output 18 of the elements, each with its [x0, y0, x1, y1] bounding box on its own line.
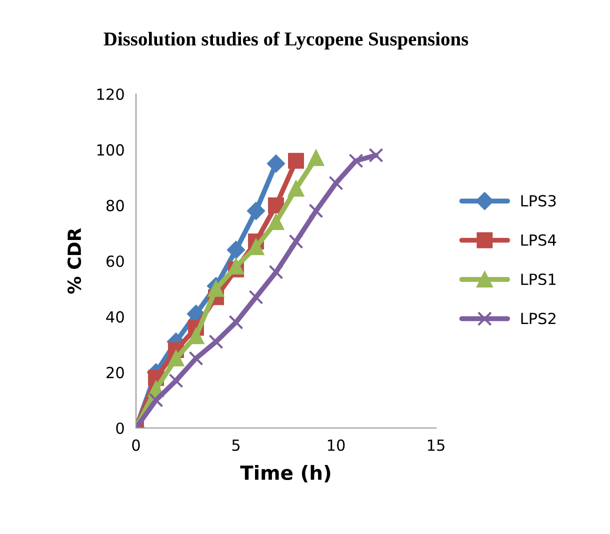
y-tick-label: 120 [97, 88, 124, 100]
chart-title: Dissolution studies of Lycopene Suspensions [104, 32, 468, 50]
legend-label: LPS4 [521, 234, 556, 246]
legend-label: LPS3 [521, 195, 556, 207]
legend-label: LPS1 [521, 273, 556, 286]
y-tick-label: 60 [106, 255, 124, 268]
x-tick-label: 5 [232, 440, 240, 451]
x-tick-label: 15 [428, 440, 444, 451]
y-tick-label: 40 [106, 311, 124, 323]
legend-label: LPS2 [521, 312, 556, 324]
x-tick-label: 0 [132, 439, 140, 451]
x-axis-title: Time (h) [240, 465, 330, 482]
y-tick-label: 100 [97, 144, 124, 156]
y-axis-title: % CDR [67, 228, 82, 294]
y-tick-label: 80 [106, 200, 124, 212]
y-tick-label: 20 [106, 366, 124, 378]
y-tick-label: 0 [116, 422, 124, 434]
x-tick-label: 10 [328, 439, 345, 451]
